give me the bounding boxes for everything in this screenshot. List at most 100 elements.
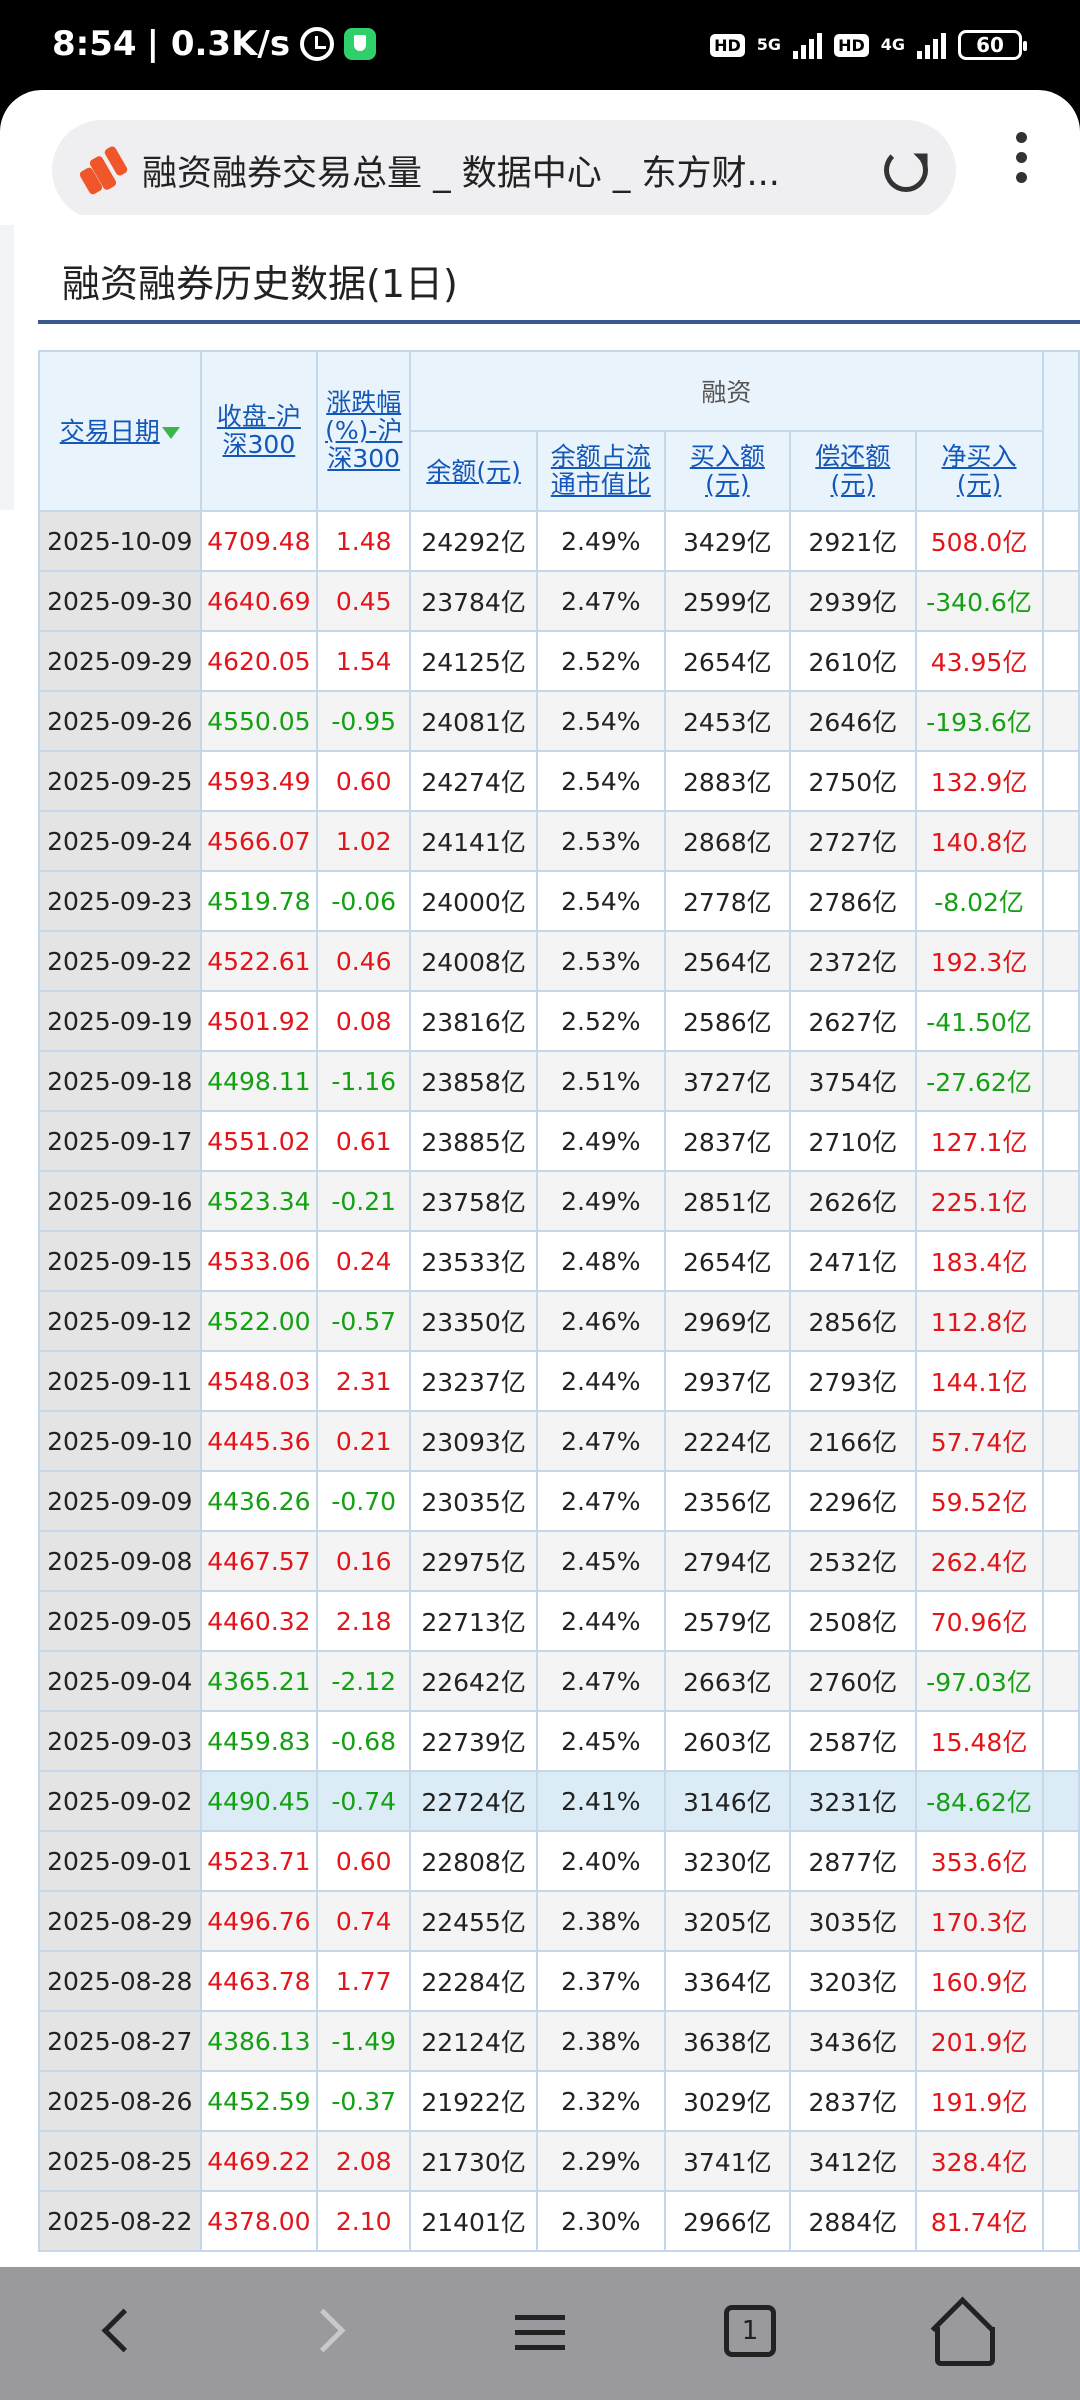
cell-close: 4452.59 [199, 2070, 319, 2132]
cell-overflow [1041, 1710, 1080, 1772]
cell-change: 0.46 [316, 930, 412, 992]
cell-balance: 23093亿 [409, 1410, 539, 1472]
cell-date: 2025-09-02 [38, 1770, 202, 1832]
cell-change: 0.45 [316, 570, 412, 632]
cell-ratio: 2.54% [536, 690, 666, 752]
title-rule [38, 320, 1080, 324]
header-balance-label[interactable]: 余额(元) [426, 456, 521, 486]
cell-close: 4550.05 [199, 690, 319, 752]
cell-net: -27.62亿 [914, 1050, 1044, 1112]
header-buy[interactable]: 买入额(元) [663, 430, 792, 512]
cell-buy: 2224亿 [663, 1410, 792, 1472]
cell-overflow [1041, 2190, 1080, 2252]
header-change-label[interactable]: 涨跌幅(%)-沪深300 [325, 388, 403, 473]
header-net-label[interactable]: 净买入(元) [941, 442, 1017, 499]
cell-change: -0.57 [316, 1290, 412, 1352]
cell-balance: 24081亿 [409, 690, 539, 752]
cell-ratio: 2.49% [536, 1170, 666, 1232]
cell-buy: 3727亿 [663, 1050, 792, 1112]
cell-overflow [1041, 1830, 1080, 1892]
cell-overflow [1041, 1890, 1080, 1952]
header-repay-label[interactable]: 偿还额(元) [815, 442, 891, 499]
table-row: 2025-09-17 4551.02 0.61 23885亿 2.49% 2837亿 271… [38, 1110, 1080, 1172]
cell-close: 4469.22 [199, 2130, 319, 2192]
shield-app-icon [344, 28, 377, 60]
cell-buy: 3364亿 [663, 1950, 792, 2012]
cell-overflow [1041, 570, 1080, 632]
cell-repay: 2793亿 [789, 1350, 917, 1412]
cell-date: 2025-09-15 [38, 1230, 202, 1292]
cell-date: 2025-09-16 [38, 1170, 202, 1232]
cell-buy: 3741亿 [663, 2130, 792, 2192]
cell-overflow [1041, 690, 1080, 752]
header-date[interactable]: 交易日期 [38, 350, 202, 512]
header-close-label[interactable]: 收盘-沪深300 [216, 402, 301, 459]
table-row: 2025-09-16 4523.34 -0.21 23758亿 2.49% 2851亿 26… [38, 1170, 1080, 1232]
cell-net: 140.8亿 [914, 810, 1044, 872]
back-icon[interactable] [86, 2297, 156, 2367]
cell-close: 4445.36 [199, 1410, 319, 1472]
hd-badge-2: HD [834, 33, 869, 57]
table-row: 2025-08-26 4452.59 -0.37 21922亿 2.32% 3029亿 28… [38, 2070, 1080, 2132]
header-net[interactable]: 净买入(元) [914, 430, 1044, 512]
cell-balance: 22808亿 [409, 1830, 539, 1892]
cell-repay: 3436亿 [789, 2010, 917, 2072]
cell-balance: 23784亿 [409, 570, 539, 632]
cell-buy: 2654亿 [663, 1230, 792, 1292]
cell-balance: 21730亿 [409, 2130, 539, 2192]
cell-net: -41.50亿 [914, 990, 1044, 1052]
header-balance[interactable]: 余额(元) [409, 430, 539, 512]
alarm-icon [300, 27, 335, 61]
cell-change: -0.74 [316, 1770, 412, 1832]
cell-overflow [1041, 2130, 1080, 2192]
cell-repay: 2627亿 [789, 990, 917, 1052]
cell-change: -2.12 [316, 1650, 412, 1712]
web-page: 融资融券历史数据(1日) 交易日期 收盘-沪深300 涨跌幅(%)-沪深300 … [0, 215, 1080, 2267]
cell-repay: 2837亿 [789, 2070, 917, 2132]
address-bar[interactable]: 融资融券交易总量 _ 数据中心 _ 东方财... [52, 120, 956, 220]
forward-icon[interactable] [294, 2297, 364, 2367]
cell-balance: 21922亿 [409, 2070, 539, 2132]
table-body: 2025-10-09 4709.48 1.48 24292亿 2.49% 3429亿 292… [38, 510, 1080, 2252]
cell-close: 4386.13 [199, 2010, 319, 2072]
header-close[interactable]: 收盘-沪深300 [199, 350, 319, 512]
cell-change: 2.10 [316, 2190, 412, 2252]
cell-close: 4365.21 [199, 1650, 319, 1712]
home-icon[interactable] [925, 2297, 995, 2367]
cell-change: -0.70 [316, 1470, 412, 1532]
cell-date: 2025-09-18 [38, 1050, 202, 1112]
cell-change: 1.48 [316, 510, 412, 572]
cell-net: 192.3亿 [914, 930, 1044, 992]
cell-close: 4523.34 [199, 1170, 319, 1232]
cell-repay: 3231亿 [789, 1770, 917, 1832]
header-buy-label[interactable]: 买入额(元) [689, 442, 765, 499]
cell-buy: 3638亿 [663, 2010, 792, 2072]
tab-count: 1 [724, 2305, 776, 2357]
header-change[interactable]: 涨跌幅(%)-沪深300 [316, 350, 412, 512]
header-date-label[interactable]: 交易日期 [59, 416, 160, 446]
cell-overflow [1041, 870, 1080, 932]
cell-date: 2025-08-27 [38, 2010, 202, 2072]
cell-change: -1.49 [316, 2010, 412, 2072]
cell-ratio: 2.44% [536, 1590, 666, 1652]
cell-buy: 2851亿 [663, 1170, 792, 1232]
hamburger-icon[interactable] [505, 2297, 575, 2367]
cell-repay: 2727亿 [789, 810, 917, 872]
reload-icon[interactable] [884, 148, 928, 192]
table-row: 2025-09-24 4566.07 1.02 24141亿 2.53% 2868亿 272… [38, 810, 1080, 872]
cell-change: 1.54 [316, 630, 412, 692]
sort-down-icon[interactable] [161, 426, 180, 439]
more-menu-icon[interactable] [1014, 132, 1028, 192]
table-row: 2025-09-26 4550.05 -0.95 24081亿 2.54% 2453亿 26… [38, 690, 1080, 752]
header-repay[interactable]: 偿还额(元) [789, 430, 917, 512]
tabs-icon[interactable]: 1 [715, 2297, 785, 2367]
cell-net: 225.1亿 [914, 1170, 1044, 1232]
header-ratio[interactable]: 余额占流通市值比 [536, 430, 666, 512]
cell-balance: 22713亿 [409, 1590, 539, 1652]
cell-buy: 2599亿 [663, 570, 792, 632]
cell-net: -340.6亿 [914, 570, 1044, 632]
header-ratio-label[interactable]: 余额占流通市值比 [550, 442, 651, 499]
cell-overflow [1041, 990, 1080, 1052]
cell-buy: 3146亿 [663, 1770, 792, 1832]
cell-buy: 3429亿 [663, 510, 792, 572]
